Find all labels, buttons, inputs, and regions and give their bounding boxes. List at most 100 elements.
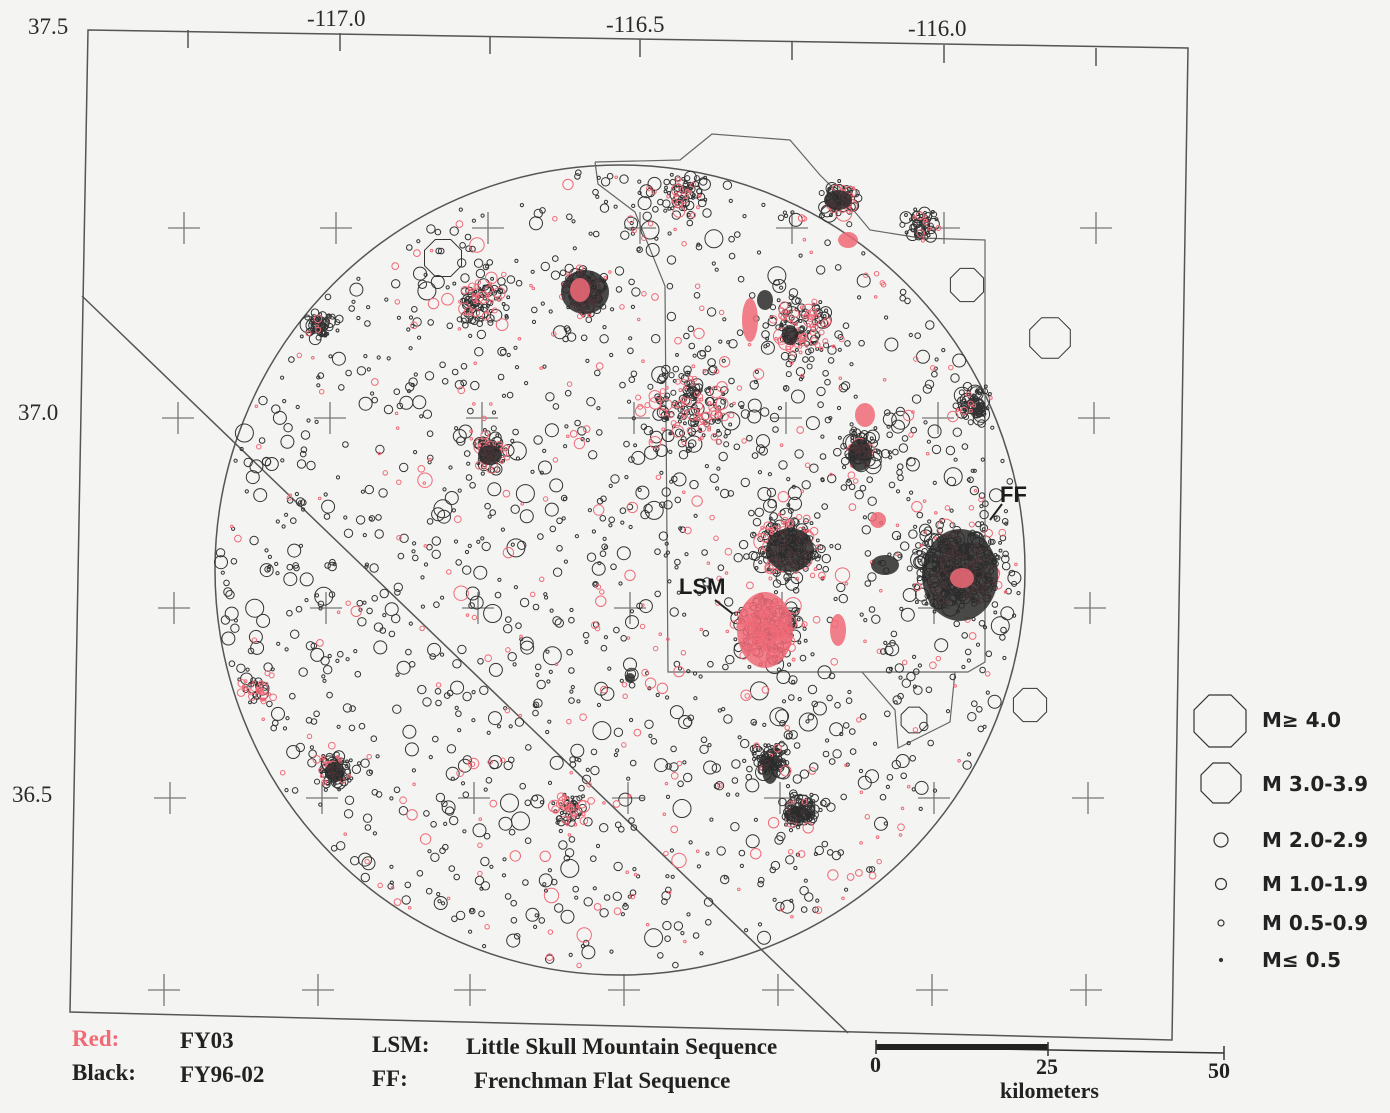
event-marker bbox=[531, 319, 537, 324]
event-marker bbox=[914, 332, 922, 340]
event-marker bbox=[614, 821, 622, 829]
event-marker bbox=[721, 358, 726, 363]
event-marker bbox=[853, 394, 858, 399]
event-marker bbox=[842, 722, 850, 729]
event-marker bbox=[540, 301, 545, 306]
event-marker bbox=[803, 638, 808, 643]
event-marker bbox=[785, 855, 795, 865]
event-marker bbox=[234, 423, 254, 443]
event-marker bbox=[530, 469, 535, 474]
event-marker bbox=[717, 564, 725, 572]
event-marker bbox=[652, 408, 666, 421]
event-marker bbox=[465, 613, 470, 617]
event-marker bbox=[348, 758, 353, 763]
event-marker bbox=[979, 504, 984, 509]
event-marker bbox=[455, 910, 466, 921]
event-marker bbox=[563, 444, 568, 449]
event-marker bbox=[622, 693, 628, 699]
event-marker bbox=[257, 680, 265, 687]
event-marker bbox=[419, 414, 424, 419]
event-marker bbox=[846, 221, 853, 228]
event-marker bbox=[570, 743, 585, 758]
event-marker bbox=[626, 636, 631, 640]
event-marker bbox=[797, 214, 806, 222]
event-marker bbox=[396, 534, 402, 541]
event-marker bbox=[462, 791, 470, 799]
event-marker bbox=[1002, 550, 1009, 558]
event-marker bbox=[788, 730, 798, 740]
event-marker bbox=[745, 778, 760, 793]
event-marker bbox=[356, 276, 361, 281]
event-marker bbox=[990, 616, 1010, 636]
event-marker bbox=[740, 738, 750, 749]
event-marker bbox=[566, 213, 573, 221]
event-marker bbox=[815, 898, 820, 903]
event-marker bbox=[930, 209, 935, 214]
event-marker bbox=[837, 347, 842, 352]
event-marker bbox=[683, 332, 690, 340]
event-marker bbox=[480, 856, 490, 867]
event-marker bbox=[473, 300, 477, 305]
event-marker bbox=[955, 407, 960, 412]
event-marker bbox=[820, 434, 825, 439]
event-marker bbox=[479, 685, 489, 695]
event-marker bbox=[507, 652, 517, 662]
event-marker bbox=[648, 389, 662, 403]
event-marker bbox=[378, 488, 388, 498]
event-marker bbox=[580, 437, 585, 442]
event-marker bbox=[836, 582, 846, 593]
event-marker bbox=[924, 601, 929, 606]
event-marker bbox=[688, 386, 697, 395]
event-marker bbox=[337, 787, 342, 792]
event-marker bbox=[469, 429, 474, 434]
event-marker bbox=[284, 788, 289, 793]
event-marker bbox=[362, 600, 367, 605]
event-marker bbox=[743, 553, 750, 560]
event-marker bbox=[774, 748, 784, 758]
event-marker bbox=[484, 924, 490, 930]
event-marker bbox=[230, 623, 240, 633]
event-marker bbox=[693, 696, 698, 701]
event-marker bbox=[446, 569, 452, 575]
event-marker bbox=[807, 713, 815, 721]
event-marker bbox=[702, 630, 710, 637]
event-marker bbox=[1001, 561, 1011, 571]
event-marker bbox=[614, 266, 625, 276]
event-marker bbox=[812, 615, 821, 624]
event-marker bbox=[477, 870, 483, 877]
event-marker bbox=[576, 927, 592, 943]
event-marker bbox=[792, 799, 797, 804]
event-marker bbox=[772, 522, 779, 529]
event-marker bbox=[947, 410, 959, 423]
event-marker bbox=[483, 296, 487, 301]
event-marker bbox=[758, 560, 763, 565]
event-marker bbox=[614, 175, 618, 180]
event-marker bbox=[834, 567, 851, 583]
event-marker bbox=[838, 336, 845, 343]
event-marker bbox=[648, 733, 653, 739]
event-marker bbox=[912, 654, 917, 660]
event-marker bbox=[458, 207, 463, 212]
event-marker bbox=[682, 490, 686, 495]
event-marker bbox=[322, 323, 329, 330]
event-marker bbox=[621, 742, 627, 748]
event-marker bbox=[524, 837, 532, 845]
event-marker bbox=[659, 388, 666, 395]
event-marker bbox=[817, 665, 832, 680]
cluster-core bbox=[784, 807, 812, 823]
event-marker bbox=[741, 438, 747, 444]
event-marker bbox=[478, 910, 485, 918]
event-marker bbox=[619, 304, 625, 310]
event-marker bbox=[720, 412, 729, 422]
event-marker bbox=[364, 484, 374, 495]
event-marker bbox=[655, 474, 662, 481]
event-marker bbox=[353, 649, 358, 654]
event-marker bbox=[753, 817, 759, 822]
event-marker bbox=[654, 758, 669, 773]
event-marker bbox=[974, 389, 979, 394]
event-marker bbox=[543, 592, 548, 597]
event-marker bbox=[458, 299, 463, 304]
event-marker bbox=[962, 760, 972, 770]
event-marker bbox=[796, 513, 803, 521]
event-marker bbox=[281, 524, 286, 529]
